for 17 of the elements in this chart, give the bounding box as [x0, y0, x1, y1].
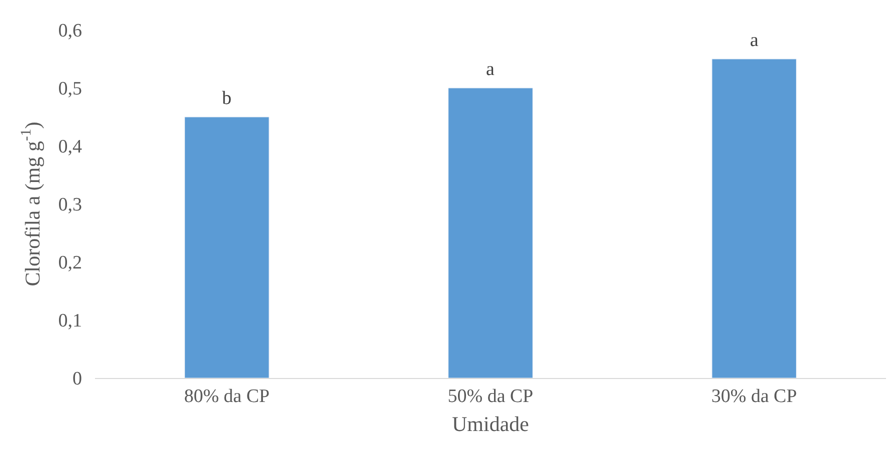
y-tick-label: 0,2: [58, 252, 82, 274]
y-tick-label: 0: [72, 368, 82, 390]
bar: [712, 58, 797, 378]
y-tick-label: 0,3: [58, 194, 82, 216]
y-tick-label: 0,5: [58, 78, 82, 100]
y-tick-label: 0,1: [58, 310, 82, 332]
y-tick-label: 0,4: [58, 136, 82, 158]
x-axis-title: Umidade: [452, 412, 529, 436]
bar: [184, 116, 270, 378]
y-tick-label: 0,6: [58, 20, 82, 42]
annotation: a: [750, 30, 759, 51]
x-tick-label: 80% da CP: [184, 386, 270, 407]
annotation: b: [222, 88, 232, 109]
x-tick-label: 30% da CP: [711, 386, 797, 407]
bar: [448, 88, 533, 378]
annotation: a: [486, 59, 495, 80]
x-tick-label: 50% da CP: [448, 386, 534, 407]
